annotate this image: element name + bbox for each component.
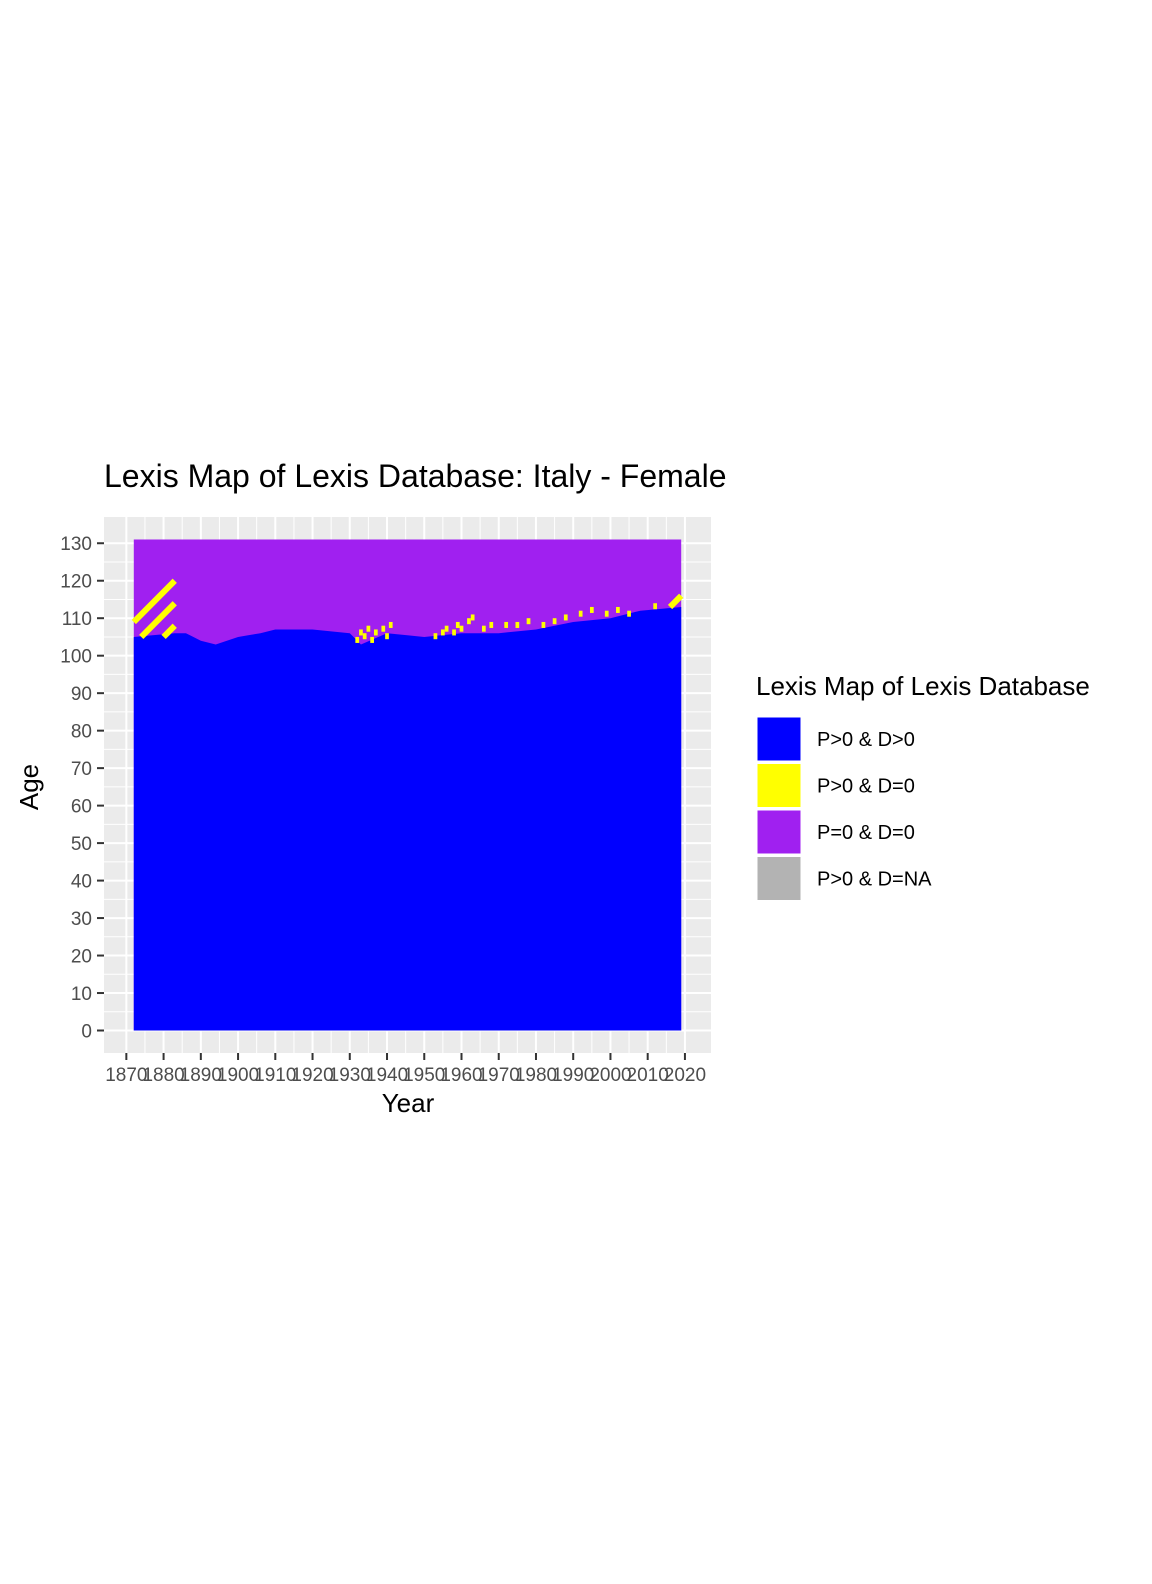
y-tick-label: 120 xyxy=(60,572,92,593)
x-tick-label: 2020 xyxy=(664,1065,706,1086)
y-tick-label: 40 xyxy=(71,872,92,893)
legend-label: P>0 & D=NA xyxy=(817,869,932,891)
yellow-cell xyxy=(653,603,658,610)
y-tick-label: 20 xyxy=(71,947,92,968)
y-tick-label: 110 xyxy=(62,609,92,630)
data-region xyxy=(131,539,684,1031)
yellow-cell xyxy=(388,621,393,628)
yellow-cell xyxy=(489,621,494,628)
x-tick-label: 1980 xyxy=(515,1065,557,1086)
yellow-cell xyxy=(444,625,449,632)
x-tick-label: 1910 xyxy=(254,1065,296,1086)
legend-swatch xyxy=(756,763,802,808)
yellow-cell xyxy=(515,621,520,628)
yellow-cell xyxy=(381,625,386,632)
x-tick-label: 2000 xyxy=(589,1065,631,1086)
legend-label: P>0 & D=0 xyxy=(817,776,915,798)
yellow-cell xyxy=(355,636,360,643)
legend-swatch xyxy=(756,809,802,855)
x-tick-label: 1950 xyxy=(403,1065,445,1086)
yellow-cell xyxy=(578,610,583,617)
y-axis: 0 10 20 30 40 50 60 70 80 90 100 110 120 130 xyxy=(60,534,104,1043)
yellow-cell xyxy=(563,614,568,621)
x-tick-label: 1930 xyxy=(329,1065,371,1086)
yellow-cell xyxy=(433,633,438,640)
legend-label: P>0 & D>0 xyxy=(817,729,915,751)
yellow-cell xyxy=(366,625,371,632)
x-tick-label: 2010 xyxy=(627,1065,669,1086)
y-tick-label: 60 xyxy=(71,797,92,818)
x-axis: 1870188018901900191019201930194019501960… xyxy=(105,1053,706,1086)
y-tick-label: 90 xyxy=(71,684,92,705)
legend-swatch xyxy=(756,856,802,901)
yellow-cell xyxy=(373,629,378,636)
x-tick-label: 1960 xyxy=(440,1065,482,1086)
y-tick-label: 100 xyxy=(60,647,92,668)
x-tick-label: 1970 xyxy=(478,1065,520,1086)
yellow-diagonal-cohort xyxy=(139,601,177,640)
x-tick-label: 1900 xyxy=(217,1065,259,1086)
x-tick-label: 1890 xyxy=(180,1065,222,1086)
yellow-cell xyxy=(552,618,557,625)
y-tick-label: 30 xyxy=(71,909,92,930)
yellow-cell xyxy=(627,610,631,617)
y-tick-label: 70 xyxy=(71,759,92,780)
x-axis-title: Year xyxy=(382,1088,435,1118)
yellow-cell xyxy=(481,625,486,632)
x-tick-label: 1920 xyxy=(291,1065,333,1086)
legend: Lexis Map of Lexis Database P>0 & D>0 P>0… xyxy=(756,671,1090,901)
legend-title: Lexis Map of Lexis Database xyxy=(756,671,1090,701)
x-tick-label: 1880 xyxy=(142,1065,184,1086)
yellow-cell xyxy=(526,618,531,625)
y-tick-label: 10 xyxy=(71,984,92,1005)
yellow-diagonal-cohort xyxy=(131,578,177,625)
y-tick-label: 80 xyxy=(71,722,92,743)
y-axis-title: Age xyxy=(14,764,44,810)
yellow-cell xyxy=(504,621,509,628)
yellow-cell xyxy=(604,610,609,617)
yellow-cell xyxy=(541,621,546,628)
yellow-cell xyxy=(385,633,389,640)
yellow-cell xyxy=(370,636,374,643)
x-tick-label: 1940 xyxy=(366,1065,408,1086)
y-tick-label: 0 xyxy=(81,1022,92,1043)
yellow-cell xyxy=(616,606,620,613)
y-tick-label: 50 xyxy=(71,834,92,855)
yellow-cell xyxy=(589,606,594,613)
x-tick-label: 1990 xyxy=(552,1065,594,1086)
yellow-cell xyxy=(467,618,471,625)
y-tick-label: 130 xyxy=(60,534,92,555)
legend-label: P=0 & D=0 xyxy=(817,822,915,844)
legend-swatch xyxy=(756,716,802,762)
chart-title: Lexis Map of Lexis Database: Italy - Fem… xyxy=(104,458,727,494)
yellow-cell xyxy=(452,629,456,636)
x-tick-label: 1870 xyxy=(105,1065,147,1086)
yellow-cell xyxy=(359,629,363,636)
yellow-cell xyxy=(441,629,445,636)
yellow-diagonal-cohort xyxy=(161,623,177,640)
yellow-cell xyxy=(362,633,367,640)
yellow-cell xyxy=(455,621,460,628)
cell-p-gt0-d-gt0-region xyxy=(133,606,682,1031)
yellow-cell xyxy=(470,614,475,621)
yellow-diagonal-cohort xyxy=(667,593,684,610)
yellow-cell xyxy=(459,625,464,632)
cell-p-gt0-d0-group xyxy=(131,578,684,643)
